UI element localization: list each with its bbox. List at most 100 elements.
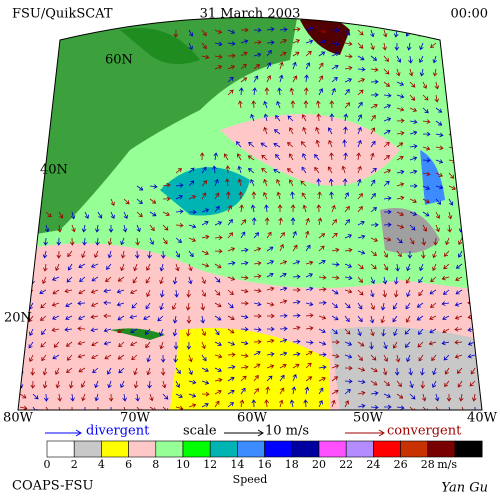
- wind-arrow: [454, 340, 463, 345]
- wind-arrow: [42, 367, 48, 376]
- wind-arrow: [445, 237, 450, 246]
- wind-arrow: [58, 211, 64, 219]
- wind-arrow: [383, 196, 392, 201]
- wind-arrow: [239, 87, 244, 96]
- wind-arrow: [444, 367, 450, 375]
- wind-arrow: [227, 41, 236, 46]
- wind-arrow: [214, 178, 219, 187]
- wind-arrow: [409, 211, 418, 216]
- speed-zone: [380, 208, 440, 254]
- wind-arrow: [227, 232, 234, 239]
- wind-arrow: [95, 406, 101, 410]
- wind-arrow: [406, 354, 411, 363]
- wind-arrow: [159, 328, 164, 337]
- wind-arrow: [172, 315, 178, 324]
- wind-arrow: [305, 230, 310, 239]
- wind-arrow: [261, 167, 268, 174]
- wind-arrow: [214, 248, 223, 254]
- wind-arrow: [240, 288, 249, 294]
- wind-arrow: [434, 94, 440, 103]
- legend-arrow: [378, 429, 385, 437]
- wind-arrow: [405, 315, 411, 323]
- wind-arrow: [432, 250, 437, 259]
- wind-arrow: [470, 68, 476, 76]
- wind-arrow: [288, 127, 294, 135]
- wind-arrow: [266, 302, 275, 307]
- wind-arrow: [369, 315, 375, 324]
- wind-arrow: [472, 224, 477, 233]
- wind-arrow: [240, 300, 249, 306]
- wind-arrow: [441, 275, 450, 281]
- wind-arrow: [357, 263, 364, 270]
- wind-arrow: [447, 224, 452, 233]
- wind-arrow: [383, 93, 392, 98]
- wind-arrow: [227, 53, 236, 59]
- wind-arrow: [357, 390, 366, 396]
- wind-arrow: [81, 393, 86, 402]
- wind-arrow: [328, 139, 333, 148]
- wind-arrow: [123, 406, 128, 410]
- wind-arrow: [344, 315, 350, 323]
- wind-arrow: [117, 315, 125, 321]
- wind-arrow: [370, 79, 379, 85]
- colorbar-tick-label: 22: [339, 458, 353, 471]
- wind-arrow: [331, 376, 339, 382]
- wind-arrow: [133, 263, 138, 272]
- wind-arrow: [381, 328, 386, 337]
- colorbar-tick-label: 0: [44, 458, 51, 471]
- wind-arrow: [77, 340, 86, 346]
- wind-arrow: [253, 301, 262, 307]
- wind-arrow: [383, 169, 392, 174]
- wind-arrow: [160, 367, 166, 376]
- wind-arrow: [304, 386, 310, 395]
- wind-arrow: [51, 302, 60, 307]
- wind-arrow: [461, 198, 468, 205]
- wind-arrow: [344, 65, 353, 71]
- wind-arrow: [382, 276, 388, 285]
- wind-arrow: [250, 113, 255, 122]
- wind-arrow: [443, 29, 450, 36]
- wind-arrow: [225, 191, 231, 200]
- wind-arrow: [357, 354, 363, 362]
- wind-arrow: [344, 247, 353, 253]
- wind-arrow: [331, 353, 340, 359]
- wind-arrow: [57, 406, 63, 410]
- wind-arrow: [357, 328, 362, 337]
- lon-label: 60W: [237, 411, 268, 426]
- wind-arrow: [279, 51, 287, 57]
- wind-arrow: [331, 364, 340, 369]
- wind-arrow: [435, 107, 443, 113]
- wind-arrow: [292, 244, 298, 252]
- wind-arrow: [200, 315, 206, 324]
- wind-arrow: [318, 400, 323, 408]
- colorbar-box: [209, 440, 238, 458]
- wind-arrow: [250, 204, 256, 213]
- wind-arrow: [214, 289, 221, 296]
- wind-arrow: [461, 172, 469, 178]
- wind-arrow: [344, 29, 351, 36]
- wind-arrow: [240, 27, 249, 33]
- wind-arrow: [94, 380, 99, 389]
- wind-arrow: [276, 191, 282, 200]
- wind-arrow: [429, 315, 437, 321]
- wind-arrow: [201, 380, 210, 385]
- wind-arrow: [473, 211, 478, 220]
- wind-arrow: [444, 380, 450, 388]
- wind-arrow: [370, 55, 378, 61]
- wind-arrow: [133, 367, 138, 376]
- wind-arrow: [159, 263, 165, 272]
- wind-arrow: [316, 100, 321, 109]
- wind-arrow: [147, 250, 152, 259]
- wind-arrow: [95, 237, 100, 246]
- wind-arrow: [266, 260, 275, 265]
- wind-arrow: [78, 263, 86, 269]
- wind-arrow: [357, 379, 366, 385]
- wind-arrow: [357, 302, 363, 310]
- wind-arrow: [19, 405, 28, 410]
- wind-arrow: [370, 302, 375, 310]
- wind-arrow: [292, 230, 297, 239]
- wind-arrow: [418, 276, 424, 284]
- wind-arrow: [188, 29, 194, 37]
- wind-arrow: [117, 328, 125, 334]
- wind-arrow: [383, 117, 392, 122]
